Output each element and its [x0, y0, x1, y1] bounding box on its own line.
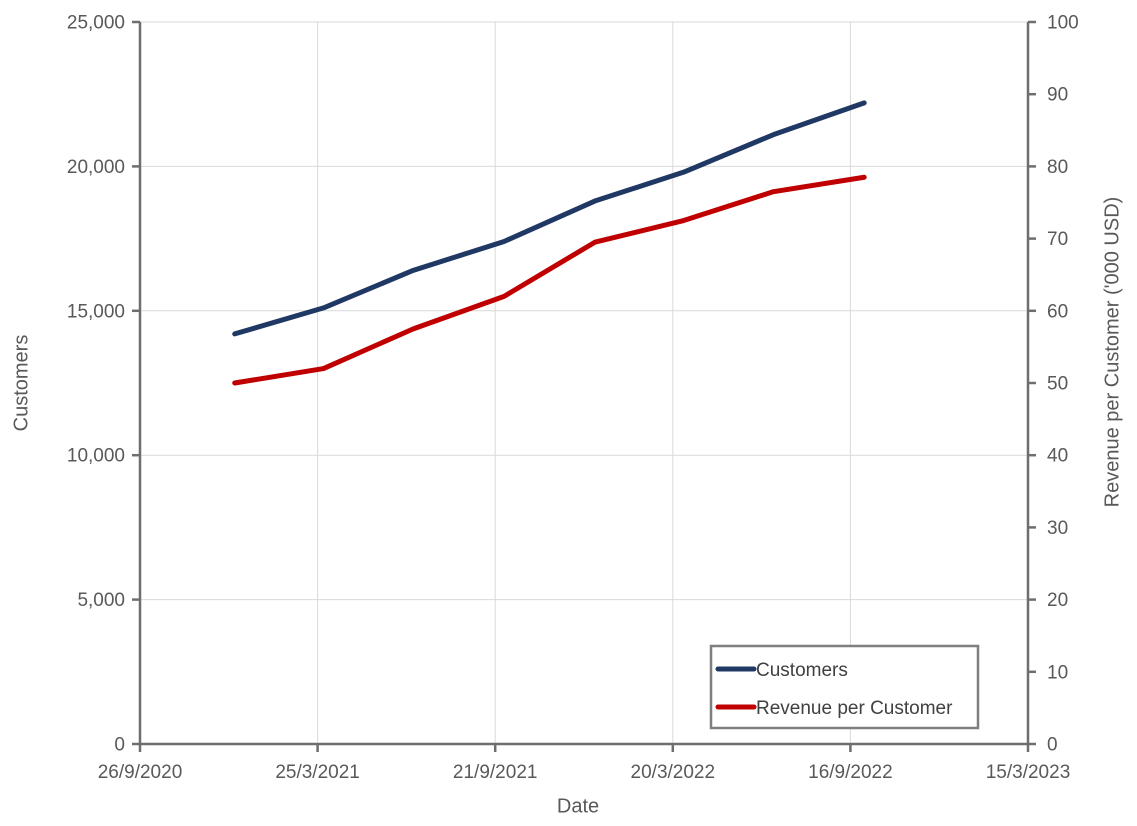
y-left-tick-label: 15,000 — [67, 301, 125, 322]
y-right-tick-label: 60 — [1047, 301, 1068, 322]
legend-label: Revenue per Customer — [756, 698, 953, 719]
y-right-tick-label: 20 — [1047, 590, 1068, 611]
series-line-revenue-per-customer — [232, 174, 867, 386]
x-tick-label: 15/3/2023 — [986, 762, 1071, 783]
x-tick-label: 20/3/2022 — [631, 762, 716, 783]
y-right-tick-label: 100 — [1047, 13, 1079, 34]
y-right-tick-label: 80 — [1047, 157, 1068, 178]
y-right-tick-label: 40 — [1047, 446, 1068, 467]
legend-box — [709, 644, 980, 730]
legend-label: Customers — [756, 660, 848, 681]
y-left-tick-label: 10,000 — [67, 446, 125, 467]
x-tick-label: 26/9/2020 — [98, 762, 183, 783]
y-right-tick-label: 30 — [1047, 518, 1068, 539]
series-line-customers — [232, 100, 867, 337]
y-right-tick-label: 50 — [1047, 374, 1068, 395]
x-tick-label: 16/9/2022 — [808, 762, 893, 783]
y-left-tick-label: 25,000 — [67, 13, 125, 34]
y-right-tick-label: 90 — [1047, 85, 1068, 106]
y-right-tick-label: 10 — [1047, 662, 1068, 683]
x-tick-label: 25/3/2021 — [275, 762, 360, 783]
y-left-tick-label: 20,000 — [67, 157, 125, 178]
y-right-tick-label: 70 — [1047, 229, 1068, 250]
y-left-tick-label: 0 — [114, 735, 125, 756]
x-tick-label: 21/9/2021 — [453, 762, 538, 783]
y-right-tick-label: 0 — [1047, 735, 1058, 756]
y-left-tick-label: 5,000 — [77, 590, 125, 611]
